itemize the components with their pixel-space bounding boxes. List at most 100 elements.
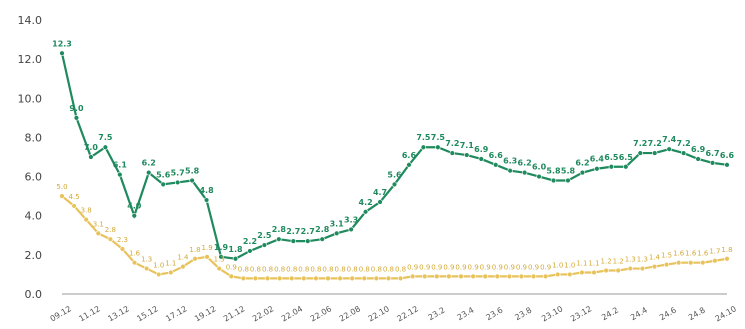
data-label: 2.8 bbox=[272, 225, 287, 234]
data-point bbox=[666, 146, 672, 152]
data-point bbox=[724, 162, 730, 168]
x-tick-label: 22.08 bbox=[338, 304, 362, 323]
data-point bbox=[337, 275, 343, 282]
data-point bbox=[204, 254, 210, 260]
data-point bbox=[464, 152, 470, 158]
x-tick-label: 22.12 bbox=[396, 304, 420, 323]
data-label: 1.0 bbox=[564, 261, 575, 269]
data-label: 0.9 bbox=[226, 263, 237, 271]
data-label: 1.3 bbox=[637, 256, 648, 264]
data-label: 2.3 bbox=[117, 236, 128, 244]
data-point bbox=[160, 181, 166, 188]
data-label: 1.9 bbox=[214, 243, 229, 252]
data-point bbox=[276, 236, 282, 242]
data-label: 1.3 bbox=[625, 256, 636, 264]
data-point bbox=[507, 168, 513, 174]
x-tick-label: 24.6 bbox=[658, 305, 678, 322]
x-tick-label: 23.12 bbox=[569, 304, 593, 323]
data-point bbox=[117, 171, 123, 178]
y-tick-label: 12.0 bbox=[18, 53, 43, 66]
data-label: 5.0 bbox=[56, 183, 67, 191]
data-label: 6.9 bbox=[691, 145, 706, 154]
x-tick-label: 24.2 bbox=[600, 305, 620, 322]
data-label: 5.8 bbox=[546, 166, 561, 175]
data-label: 9.0 bbox=[69, 104, 84, 113]
data-point bbox=[247, 248, 253, 254]
data-label: 6.2 bbox=[518, 159, 532, 168]
data-point bbox=[449, 150, 456, 156]
data-label: 0.9 bbox=[528, 263, 539, 271]
data-label: 0.8 bbox=[322, 265, 333, 273]
data-point bbox=[409, 273, 416, 280]
data-label: 0.9 bbox=[480, 263, 491, 271]
data-point bbox=[712, 258, 718, 264]
data-point bbox=[189, 177, 195, 184]
data-label: 1.1 bbox=[588, 259, 599, 267]
data-point bbox=[348, 226, 354, 233]
data-point bbox=[627, 265, 633, 272]
data-label: 6.2 bbox=[575, 159, 589, 168]
data-point bbox=[119, 246, 126, 252]
data-label: 1.3 bbox=[141, 256, 152, 264]
data-point bbox=[362, 209, 369, 215]
data-point bbox=[435, 144, 441, 150]
data-label: 0.8 bbox=[238, 265, 249, 273]
x-tick-label: 19.12 bbox=[193, 304, 217, 323]
data-point bbox=[232, 256, 239, 262]
x-tick-label: 11.12 bbox=[77, 304, 101, 323]
data-point bbox=[333, 230, 340, 237]
data-point bbox=[192, 256, 198, 262]
data-label: 1.3 bbox=[214, 256, 225, 264]
data-point bbox=[276, 275, 283, 282]
data-label: 0.9 bbox=[540, 263, 551, 271]
data-label: 6.5 bbox=[619, 153, 634, 162]
data-point bbox=[555, 271, 561, 278]
data-point bbox=[71, 203, 77, 209]
data-point bbox=[603, 267, 609, 274]
data-label: 7.2 bbox=[633, 139, 647, 148]
data-point bbox=[264, 275, 271, 282]
data-point bbox=[637, 150, 643, 156]
data-point bbox=[695, 156, 701, 162]
data-label: 3.1 bbox=[330, 219, 345, 228]
data-point bbox=[542, 273, 549, 280]
data-label: 6.5 bbox=[604, 153, 619, 162]
data-point bbox=[565, 177, 571, 184]
x-tick-label: 13.12 bbox=[106, 304, 130, 323]
data-point bbox=[216, 265, 222, 272]
data-label: 6.3 bbox=[503, 157, 517, 166]
data-point bbox=[391, 181, 398, 188]
x-tick-label: 24.8 bbox=[687, 305, 707, 322]
data-point bbox=[240, 275, 247, 282]
data-label: 5.6 bbox=[387, 170, 402, 179]
data-point bbox=[168, 269, 174, 276]
data-point bbox=[623, 164, 629, 170]
data-label: 6.7 bbox=[705, 149, 719, 158]
data-label: 0.8 bbox=[262, 265, 273, 273]
data-label: 1.6 bbox=[129, 250, 141, 258]
data-label: 4.0 bbox=[127, 202, 142, 211]
data-point bbox=[422, 273, 428, 280]
data-label: 0.9 bbox=[443, 263, 454, 271]
data-label: 2.8 bbox=[105, 226, 116, 234]
x-tick-label: 09.12 bbox=[49, 304, 73, 323]
data-label: 0.8 bbox=[371, 265, 382, 273]
data-point bbox=[639, 265, 646, 272]
data-label: 7.2 bbox=[445, 139, 459, 148]
y-axis: 0.0 2.0 4.0 6.0 8.0 10.0 12.0 14.0 bbox=[18, 14, 43, 301]
data-label: 5.8 bbox=[561, 166, 576, 175]
data-point bbox=[700, 259, 706, 266]
data-point bbox=[325, 275, 331, 282]
data-point bbox=[252, 275, 259, 282]
x-tick-label: 24.10 bbox=[714, 304, 738, 323]
data-point bbox=[536, 173, 542, 180]
data-label: 1.8 bbox=[721, 246, 732, 254]
data-point bbox=[131, 213, 137, 219]
data-point bbox=[675, 259, 682, 266]
data-point bbox=[458, 273, 464, 280]
data-label: 2.7 bbox=[301, 227, 315, 236]
data-label: 6.6 bbox=[720, 151, 735, 160]
data-point bbox=[95, 230, 101, 237]
data-point bbox=[470, 273, 476, 280]
x-tick-label: 23.8 bbox=[513, 305, 533, 322]
